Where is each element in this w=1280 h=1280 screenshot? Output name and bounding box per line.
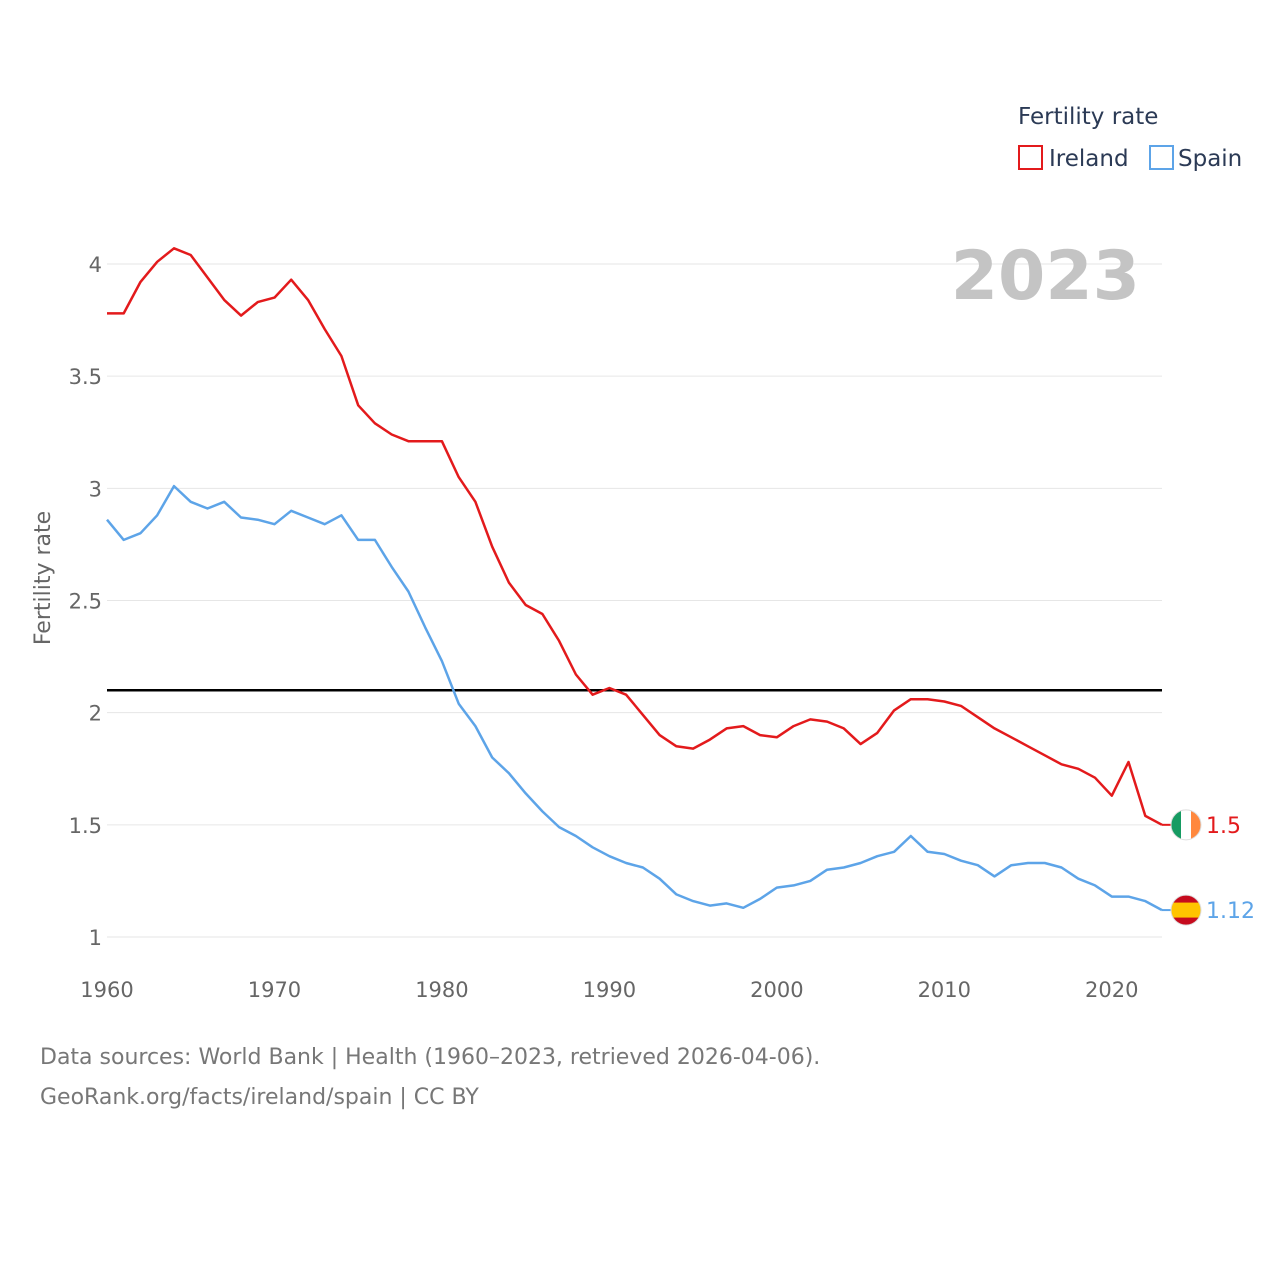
y-tick-label: 3.5 [69,365,102,389]
x-tick-label: 1960 [80,978,133,1002]
y-tick-label: 3 [89,477,102,501]
x-tick-label: 1970 [248,978,301,1002]
legend-item-ireland[interactable]: Ireland [1018,145,1129,172]
y-tick-label: 2 [89,702,102,726]
end-markers: 1.5 1.12 [1162,809,1255,926]
x-tick-label: 1990 [583,978,636,1002]
x-axis-ticks: 1960 1970 1980 1990 2000 2010 2020 [80,978,1138,1002]
series-lines [106,247,1163,912]
y-tick-label: 1.5 [69,814,102,838]
x-tick-label: 1980 [415,978,468,1002]
grid-lines [107,263,1162,938]
legend-label-spain: Spain [1178,146,1242,172]
x-tick-label: 2010 [918,978,971,1002]
y-axis-ticks: 1 1.5 2 2.5 3 3.5 4 [69,253,102,950]
end-value-label-ireland: 1.5 [1206,814,1241,839]
source-url-text[interactable]: GeoRank.org/facts/ireland/spain | CC BY [40,1085,479,1110]
data-source-text: Data sources: World Bank | Health (1960–… [40,1045,821,1070]
end-value-label-spain: 1.12 [1206,899,1255,924]
y-axis-title: Fertility rate [31,511,56,645]
legend-swatch-ireland [1018,145,1043,170]
x-tick-label: 2020 [1085,978,1138,1002]
year-label: 2023 [951,237,1140,316]
x-tick-label: 2000 [750,978,803,1002]
y-tick-label: 2.5 [69,590,102,614]
legend-label-ireland: Ireland [1049,146,1129,172]
legend-title: Fertility rate [1018,104,1158,130]
spain-flag-icon [1170,894,1202,926]
legend-item-spain[interactable]: Spain [1149,145,1242,172]
series-line-spain [106,484,1163,912]
y-tick-label: 1 [89,926,102,950]
y-tick-label: 4 [89,253,102,277]
ireland-flag-icon [1170,809,1202,841]
legend-swatch-spain [1149,145,1174,170]
series-line-ireland [107,247,1163,826]
legend: Fertility rate Ireland Spain [1018,104,1242,172]
